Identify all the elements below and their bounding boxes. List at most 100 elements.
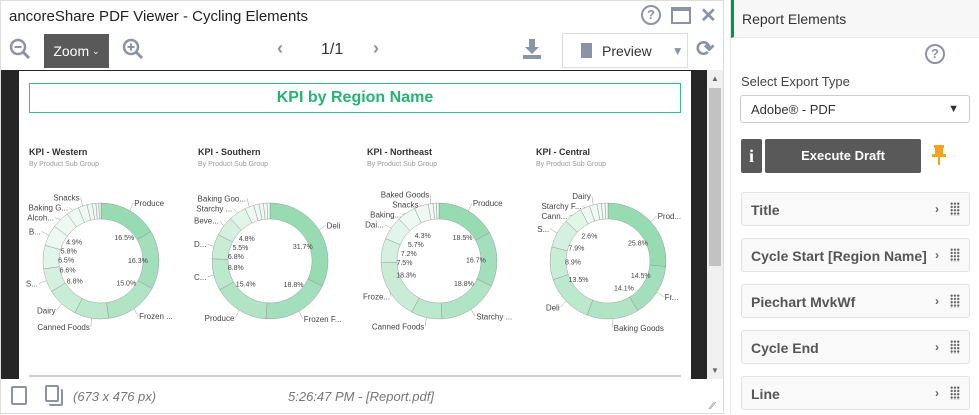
page-indicator: 1/1 <box>321 41 343 59</box>
slice-category-label: Dairy <box>37 306 56 315</box>
slice-percent-label: 6.8% <box>228 254 244 261</box>
zoom-in-icon[interactable] <box>122 38 144 65</box>
slice-category-label: Produce <box>205 314 235 323</box>
slice-category-label: C... <box>194 273 206 282</box>
scroll-up-icon[interactable]: ▲ <box>711 74 719 83</box>
chart-title: KPI - Northeast <box>367 147 432 157</box>
resize-handle[interactable]: ⁄⁄ <box>711 401 714 412</box>
slice-percent-label: 15.0% <box>116 281 136 288</box>
donut-slice[interactable] <box>381 262 419 312</box>
label-leader-line <box>471 309 475 316</box>
donut-slice[interactable] <box>587 297 638 319</box>
help-icon[interactable]: ? <box>925 44 945 64</box>
close-icon[interactable]: ✕ <box>700 3 717 28</box>
label-leader-line <box>130 203 133 211</box>
label-leader-line <box>299 311 303 319</box>
execute-draft-button[interactable]: Execute Draft <box>765 139 921 173</box>
export-type-select[interactable]: Adobe® - PDF ▼ <box>740 95 970 123</box>
pin-icon[interactable] <box>931 144 947 171</box>
download-icon[interactable] <box>521 38 543 65</box>
donut-slice[interactable] <box>630 265 666 311</box>
slice-percent-label: 7.2% <box>401 251 417 258</box>
slice-percent-label: 4.8% <box>239 236 255 243</box>
slice-category-label: Baking... <box>370 211 401 220</box>
slice-category-label: Canned Foods <box>372 322 424 331</box>
status-text: 5:26:47 PM - [Report.pdf] <box>288 389 434 404</box>
chevron-right-icon[interactable]: › <box>935 294 939 308</box>
drag-handle-icon[interactable] <box>950 248 960 262</box>
slice-category-label: Baking G... <box>29 203 69 212</box>
slice-percent-label: 31.7% <box>293 244 313 251</box>
drag-handle-icon[interactable] <box>950 386 960 400</box>
label-leader-line <box>207 275 213 277</box>
zoom-out-icon[interactable] <box>9 38 31 65</box>
slice-category-label: Baking Goods <box>614 324 664 333</box>
donut-slice[interactable] <box>99 203 101 219</box>
chart-title: KPI - Western <box>29 147 87 157</box>
chevron-right-icon[interactable]: › <box>935 202 939 216</box>
copy-icon[interactable] <box>45 385 59 402</box>
scroll-down-icon[interactable]: ▼ <box>711 366 719 375</box>
panel-title: Report Elements <box>731 0 979 38</box>
preview-dropdown[interactable]: Preview ▼ <box>562 33 688 68</box>
scrollbar-thumb[interactable] <box>709 88 721 266</box>
save-icon[interactable] <box>11 386 27 405</box>
slice-category-label: Baked Goods <box>381 191 429 200</box>
element-item-piechart[interactable]: Piechart MvkWf› <box>741 284 970 318</box>
zoom-dropdown[interactable]: Zoom⌄ <box>44 34 109 68</box>
next-page-icon[interactable]: › <box>373 38 379 59</box>
vertical-scrollbar[interactable]: ▲ ▼ <box>707 70 723 379</box>
slice-percent-label: 16.5% <box>114 235 134 242</box>
slice-category-label: Froze... <box>363 292 390 301</box>
slice-percent-label: 6.5% <box>58 257 74 264</box>
slice-category-label: Cann... <box>542 212 568 221</box>
slice-percent-label: 18.8% <box>454 281 474 288</box>
slice-category-label: Alcoh... <box>27 213 54 222</box>
label-leader-line <box>81 197 83 206</box>
slice-percent-label: 8.8% <box>67 278 83 285</box>
label-leader-line <box>550 229 557 233</box>
chart-subtitle: By Product Sub Group <box>198 161 268 168</box>
element-item-cycle-start[interactable]: Cycle Start [Region Name]› <box>741 238 970 272</box>
chart-subtitle: By Product Sub Group <box>536 161 606 168</box>
slice-percent-label: 4.3% <box>415 233 431 240</box>
chart-title: KPI - Southern <box>198 147 261 157</box>
label-leader-line <box>419 205 421 206</box>
status-bar: (673 x 476 px) 5:26:47 PM - [Report.pdf]… <box>1 379 723 415</box>
slice-category-label: Fr... <box>665 293 679 302</box>
element-item-title[interactable]: Title› <box>741 192 970 226</box>
chevron-right-icon[interactable]: › <box>935 386 939 400</box>
slice-category-label: Produce <box>134 199 164 208</box>
page-dimensions: (673 x 476 px) <box>73 389 156 404</box>
caret-down-icon: ▼ <box>948 103 959 115</box>
label-leader-line <box>69 207 72 210</box>
help-icon[interactable]: ? <box>641 5 661 25</box>
info-button[interactable]: i <box>741 139 762 173</box>
caret-down-icon[interactable]: ▼ <box>672 44 684 58</box>
prev-page-icon[interactable]: ‹ <box>277 38 283 59</box>
chevron-right-icon[interactable]: › <box>935 248 939 262</box>
label-leader-line <box>42 231 49 235</box>
drag-handle-icon[interactable] <box>950 340 960 354</box>
slice-percent-label: 5.5% <box>232 245 248 252</box>
label-leader-line <box>468 203 472 211</box>
label-leader-line <box>207 244 213 246</box>
slice-category-label: Canned Foods <box>37 323 89 332</box>
element-item-line[interactable]: Line› <box>741 376 970 410</box>
label-leader-line <box>425 318 426 327</box>
chevron-right-icon[interactable]: › <box>935 340 939 354</box>
label-leader-line <box>582 206 585 208</box>
label-leader-line <box>319 225 326 230</box>
label-leader-line <box>39 281 46 284</box>
maximize-icon[interactable] <box>671 7 691 24</box>
slice-category-label: B... <box>29 227 41 236</box>
element-item-cycle-end[interactable]: Cycle End› <box>741 330 970 364</box>
drag-handle-icon[interactable] <box>950 202 960 216</box>
drag-handle-icon[interactable] <box>950 294 960 308</box>
slice-category-label: Dairy <box>572 192 591 201</box>
slice-category-label: Beve... <box>194 217 219 226</box>
slice-category-label: Starchy F... <box>541 202 581 211</box>
refresh-icon[interactable]: ⟳ <box>696 36 714 62</box>
